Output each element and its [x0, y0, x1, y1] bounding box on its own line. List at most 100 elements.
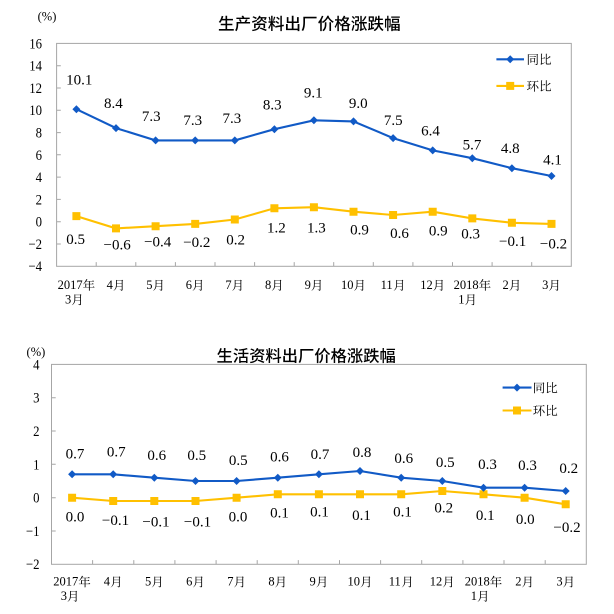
svg-text:4: 4 [36, 170, 42, 186]
svg-text:0: 0 [33, 491, 39, 507]
svg-text:−0.1: −0.1 [102, 513, 129, 529]
svg-text:3: 3 [61, 589, 67, 603]
svg-text:11: 11 [381, 278, 393, 292]
svg-text:1: 1 [471, 589, 477, 603]
svg-text:0.7: 0.7 [311, 447, 330, 463]
svg-text:0.1: 0.1 [476, 508, 495, 524]
svg-text:3: 3 [556, 575, 562, 589]
svg-text:9: 9 [305, 278, 311, 292]
svg-text:0.6: 0.6 [147, 448, 166, 464]
svg-text:−1: −1 [26, 524, 40, 540]
svg-text:14: 14 [29, 59, 42, 75]
svg-text:0.6: 0.6 [390, 226, 409, 242]
svg-text:0.2: 0.2 [434, 501, 453, 517]
svg-text:7: 7 [227, 575, 233, 589]
svg-text:7.3: 7.3 [183, 113, 202, 129]
svg-text:7.3: 7.3 [223, 111, 242, 127]
svg-text:10.1: 10.1 [66, 73, 92, 89]
svg-text:0.3: 0.3 [461, 226, 480, 242]
svg-text:2017: 2017 [53, 575, 78, 589]
svg-text:5: 5 [145, 575, 151, 589]
svg-text:2: 2 [33, 424, 39, 440]
svg-text:0.7: 0.7 [66, 446, 85, 462]
svg-text:6: 6 [36, 148, 42, 164]
svg-text:10: 10 [29, 103, 42, 119]
svg-text:5.7: 5.7 [463, 137, 482, 153]
svg-text:2018: 2018 [465, 575, 490, 589]
svg-text:0.6: 0.6 [394, 451, 413, 467]
svg-text:2018: 2018 [454, 278, 479, 292]
svg-text:2: 2 [36, 193, 42, 209]
svg-text:0.3: 0.3 [518, 458, 537, 474]
svg-text:−0.2: −0.2 [183, 235, 210, 251]
svg-text:−0.2: −0.2 [553, 520, 580, 536]
svg-text:0.5: 0.5 [229, 453, 248, 469]
svg-text:−0.4: −0.4 [144, 234, 172, 250]
svg-text:0.1: 0.1 [310, 505, 329, 521]
svg-text:−4: −4 [28, 259, 42, 275]
svg-text:−0.1: −0.1 [499, 234, 526, 250]
svg-text:(%): (%) [27, 345, 46, 359]
svg-text:4: 4 [33, 357, 39, 373]
svg-text:1: 1 [33, 457, 39, 473]
svg-text:6.4: 6.4 [421, 123, 440, 139]
svg-text:8.3: 8.3 [263, 98, 282, 114]
svg-text:0.5: 0.5 [66, 232, 85, 248]
svg-text:0.1: 0.1 [270, 506, 289, 522]
svg-text:(%): (%) [38, 9, 57, 23]
svg-text:0.0: 0.0 [229, 510, 248, 526]
svg-text:−2: −2 [26, 557, 40, 573]
svg-text:−0.2: −0.2 [540, 236, 567, 252]
svg-text:5: 5 [146, 278, 152, 292]
svg-text:8: 8 [268, 575, 274, 589]
svg-text:0: 0 [36, 215, 42, 231]
svg-text:0.8: 0.8 [353, 445, 372, 461]
svg-text:0.0: 0.0 [66, 510, 85, 526]
svg-text:−0.6: −0.6 [103, 237, 131, 253]
svg-text:4.8: 4.8 [501, 141, 520, 157]
svg-text:0.5: 0.5 [187, 448, 206, 464]
svg-text:0.1: 0.1 [352, 508, 371, 524]
svg-text:0.0: 0.0 [516, 512, 535, 528]
svg-text:−2: −2 [28, 237, 42, 253]
svg-text:7.5: 7.5 [384, 113, 403, 129]
svg-text:10: 10 [348, 575, 361, 589]
svg-text:0.2: 0.2 [226, 232, 245, 248]
svg-text:2: 2 [503, 278, 509, 292]
svg-text:1.3: 1.3 [307, 220, 326, 236]
svg-text:1.2: 1.2 [267, 220, 286, 236]
svg-text:9.1: 9.1 [304, 86, 323, 102]
svg-text:0.3: 0.3 [478, 457, 497, 473]
svg-text:3: 3 [33, 391, 39, 407]
svg-text:4: 4 [107, 278, 114, 292]
svg-text:8: 8 [36, 126, 42, 142]
svg-text:0.9: 0.9 [429, 223, 448, 239]
svg-text:12: 12 [420, 278, 433, 292]
svg-text:0.7: 0.7 [107, 444, 126, 460]
svg-text:2017: 2017 [58, 278, 83, 292]
svg-text:2: 2 [515, 575, 521, 589]
svg-text:10: 10 [341, 278, 354, 292]
svg-text:16: 16 [29, 37, 42, 53]
svg-text:8: 8 [265, 278, 271, 292]
svg-text:11: 11 [389, 575, 401, 589]
svg-text:−0.1: −0.1 [142, 515, 169, 531]
svg-text:0.6: 0.6 [270, 449, 289, 465]
svg-text:8.4: 8.4 [104, 96, 123, 112]
svg-text:6: 6 [186, 575, 192, 589]
svg-text:7: 7 [225, 278, 231, 292]
svg-text:0.2: 0.2 [559, 461, 578, 477]
svg-text:12: 12 [29, 81, 42, 97]
svg-text:7.3: 7.3 [142, 109, 161, 125]
svg-text:1: 1 [458, 293, 464, 307]
svg-text:9.0: 9.0 [349, 96, 368, 112]
svg-text:12: 12 [430, 575, 443, 589]
svg-text:3: 3 [542, 278, 548, 292]
svg-text:4: 4 [104, 575, 111, 589]
svg-text:4.1: 4.1 [543, 152, 562, 168]
svg-text:0.1: 0.1 [393, 505, 412, 521]
svg-text:0.5: 0.5 [436, 455, 455, 471]
svg-text:0.9: 0.9 [350, 222, 369, 238]
svg-text:3: 3 [65, 293, 71, 307]
svg-text:9: 9 [310, 575, 316, 589]
